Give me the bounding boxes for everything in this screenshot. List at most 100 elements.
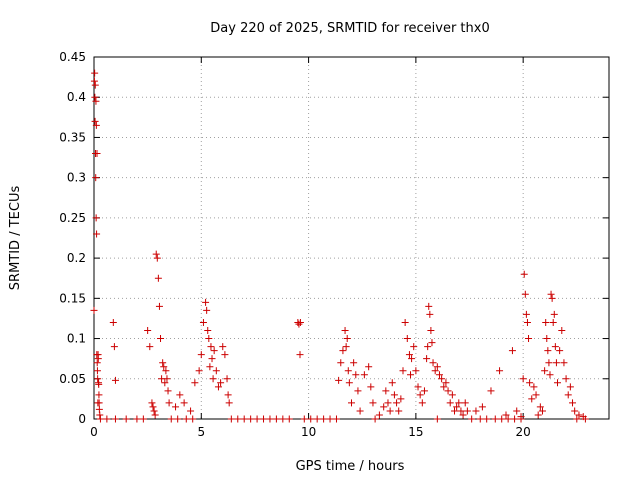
data-point [498,415,506,423]
data-point [562,375,570,383]
data-point [420,387,428,395]
data-point [534,411,542,419]
data-point [154,274,162,282]
data-point [433,415,441,423]
data-point [160,363,168,371]
data-point [403,335,411,343]
data-point [451,407,458,415]
x-axis-ticks: 0 5 10 15 20 [90,57,531,439]
y-tick-label: 0.35 [59,130,86,144]
data-point [90,306,98,314]
data-point [153,254,161,262]
data-point [530,383,538,391]
data-point [571,407,579,415]
data-point [182,415,190,423]
data-point [405,351,413,359]
data-point [110,343,118,351]
data-point [424,343,432,351]
y-axis-label: SRMTID / TECUs [8,186,23,291]
data-point [163,375,171,383]
data-point [93,150,101,158]
data-point [204,327,212,335]
data-point [335,376,343,384]
data-point [521,290,529,298]
data-point [247,415,255,423]
data-point [206,363,214,371]
data-point [566,383,574,391]
data-point [508,347,516,355]
data-point [517,415,525,423]
x-tick-label: 10 [301,425,316,439]
data-point [146,343,154,351]
data-point [332,415,340,423]
data-point [94,351,102,359]
data-point [414,383,422,391]
data-point [272,415,280,423]
data-point [203,306,211,314]
data-point [144,327,152,335]
data-point [476,415,484,423]
data-point [92,97,100,105]
data-point [91,93,99,101]
data-point [448,391,456,399]
y-tick-label: 0.3 [67,171,86,185]
data-point [382,387,390,395]
x-axis-label: GPS time / hours [296,459,405,474]
data-point [513,407,521,415]
data-point [162,367,170,375]
data-point [455,399,463,407]
data-point [468,415,476,423]
data-point [560,359,568,367]
data-point [111,415,119,423]
data-point [199,318,207,326]
data-point [369,399,377,407]
data-point [384,399,392,407]
data-point [440,383,448,391]
data-point [425,302,433,310]
data-point [217,379,225,387]
data-point [91,69,99,77]
data-point [371,415,379,423]
data-point [569,399,577,407]
data-point [91,117,99,125]
data-point [93,230,101,238]
data-point [386,407,394,415]
data-point [224,391,232,399]
data-point [90,77,98,85]
data-point [103,415,111,423]
data-point [91,81,99,89]
data-point [341,327,349,335]
y-tick-label: 0.05 [59,372,86,386]
data-point [172,403,180,411]
data-point [240,415,248,423]
data-point [344,367,352,375]
data-point [205,335,213,343]
data-point [433,363,441,371]
data-point [339,347,347,355]
data-point [429,359,437,367]
data-point [463,407,471,415]
data-point [191,379,199,387]
data-point [253,415,261,423]
data-point [504,415,512,423]
data-point [461,399,469,407]
data-point [536,403,544,411]
data-point [313,415,321,423]
data-point [225,399,233,407]
data-point [260,415,268,423]
data-point [522,310,530,318]
y-tick-label: 0.1 [67,332,86,346]
data-point [152,250,160,258]
chart-title: Day 220 of 2025, SRMTID for receiver thx… [210,21,489,36]
data-point [459,411,467,419]
data-point [96,411,104,419]
data-point [399,367,407,375]
data-point [408,355,416,363]
data-point [410,343,418,351]
plot-frame [93,56,610,420]
data-point [326,415,334,423]
data-point [161,379,169,387]
data-point [187,407,195,415]
data-point [92,121,100,129]
data-point [122,415,130,423]
